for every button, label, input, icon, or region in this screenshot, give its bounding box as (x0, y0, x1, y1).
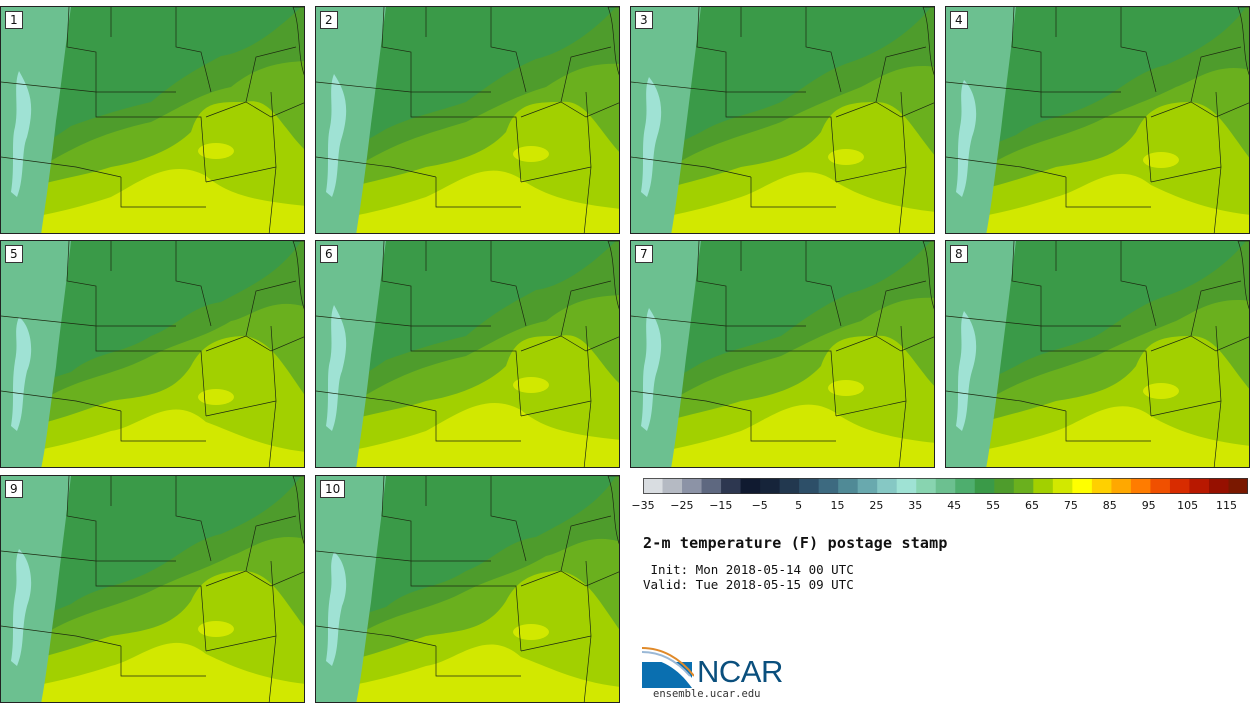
colorbar-tick: 105 (1177, 499, 1199, 512)
postage-stamp-panel: 2 (315, 6, 620, 234)
panel-number-label: 2 (320, 11, 338, 29)
colorbar-tick: 95 (1141, 499, 1156, 512)
postage-stamp-panel: 6 (315, 240, 620, 468)
colorbar-tick: 65 (1025, 499, 1039, 512)
postage-stamp-panel: 1 (0, 6, 305, 234)
colorbar-swatch (1169, 478, 1190, 494)
colorbar-tick: 55 (986, 499, 1001, 512)
colorbar-swatch (643, 478, 664, 494)
valid-time: Valid: Tue 2018-05-15 09 UTC (643, 577, 854, 592)
postage-stamp-panel: 7 (630, 240, 935, 468)
postage-stamp-panel: 8 (945, 240, 1250, 468)
colorbar-tick: 15 (830, 499, 845, 512)
colorbar-tick: 75 (1063, 499, 1078, 512)
init-time: Init: Mon 2018-05-14 00 UTC (643, 562, 854, 577)
temperature-map (316, 476, 619, 702)
colorbar-swatch (1111, 478, 1132, 494)
colorbar-swatch (1033, 478, 1054, 494)
colorbar-swatch (662, 478, 683, 494)
temperature-map (946, 7, 1249, 233)
panel-number-label: 1 (5, 11, 23, 29)
temperature-colorbar (643, 478, 1248, 494)
colorbar-swatch (1072, 478, 1093, 494)
colorbar-swatch (760, 478, 781, 494)
temperature-map (946, 241, 1249, 467)
colorbar-swatch (896, 478, 917, 494)
colorbar-swatch (799, 478, 820, 494)
panel-number-label: 7 (635, 245, 653, 263)
colorbar-swatch (994, 478, 1015, 494)
colorbar-tick: 115 (1216, 499, 1237, 512)
temperature-map (631, 7, 934, 233)
colorbar-tick: 85 (1102, 499, 1117, 512)
colorbar-swatch (1091, 478, 1112, 494)
ncar-logo-text: NCAR (697, 654, 783, 689)
temperature-map (631, 241, 934, 467)
colorbar-swatch (857, 478, 878, 494)
temperature-map (316, 241, 619, 467)
panel-number-label: 4 (950, 11, 968, 29)
colorbar-swatch (1052, 478, 1073, 494)
colorbar-swatch (974, 478, 995, 494)
colorbar-swatch (935, 478, 956, 494)
temperature-map (316, 7, 619, 233)
colorbar-swatch (682, 478, 703, 494)
colorbar-tick: 25 (869, 499, 884, 512)
colorbar-swatch (1150, 478, 1171, 494)
colorbar-tick: 5 (795, 499, 803, 512)
colorbar-swatch (818, 478, 839, 494)
panel-number-label: 9 (5, 480, 23, 498)
postage-stamp-panel: 9 (0, 475, 305, 703)
temperature-map (1, 476, 304, 702)
postage-stamp-panel: 4 (945, 6, 1250, 234)
colorbar-swatch (721, 478, 742, 494)
colorbar-swatch (1189, 478, 1210, 494)
colorbar-tick: −25 (670, 499, 694, 512)
colorbar-tick: −35 (631, 499, 655, 512)
panel-number-label: 10 (320, 480, 346, 498)
colorbar-swatch (701, 478, 722, 494)
colorbar-tick: 45 (947, 499, 962, 512)
colorbar-tick: −5 (751, 499, 768, 512)
temperature-map (1, 7, 304, 233)
ensemble-url: ensemble.ucar.edu (653, 688, 761, 700)
panel-number-label: 3 (635, 11, 653, 29)
colorbar-swatch (1208, 478, 1229, 494)
colorbar-swatch (1130, 478, 1151, 494)
colorbar-swatch (1228, 478, 1248, 494)
temperature-map (1, 241, 304, 467)
figure-title: 2-m temperature (F) postage stamp (643, 534, 948, 552)
panel-number-label: 8 (950, 245, 968, 263)
colorbar-swatch (779, 478, 800, 494)
postage-stamp-panel: 5 (0, 240, 305, 468)
panel-number-label: 5 (5, 245, 23, 263)
colorbar-swatch (1013, 478, 1034, 494)
colorbar-swatch (740, 478, 761, 494)
colorbar-swatch (838, 478, 859, 494)
colorbar-swatch (877, 478, 898, 494)
postage-stamp-panel: 3 (630, 6, 935, 234)
ncar-logo-icon (642, 647, 694, 688)
colorbar-tick: 35 (908, 499, 923, 512)
colorbar-swatch (916, 478, 937, 494)
colorbar-swatch (955, 478, 976, 494)
panel-number-label: 6 (320, 245, 338, 263)
colorbar-tick-labels: −35 −25 −15 −5 5 15 25 35 45 55 65 75 85 95 105 115 (631, 499, 1253, 513)
colorbar-tick: −15 (709, 499, 733, 512)
postage-stamp-panel: 10 (315, 475, 620, 703)
